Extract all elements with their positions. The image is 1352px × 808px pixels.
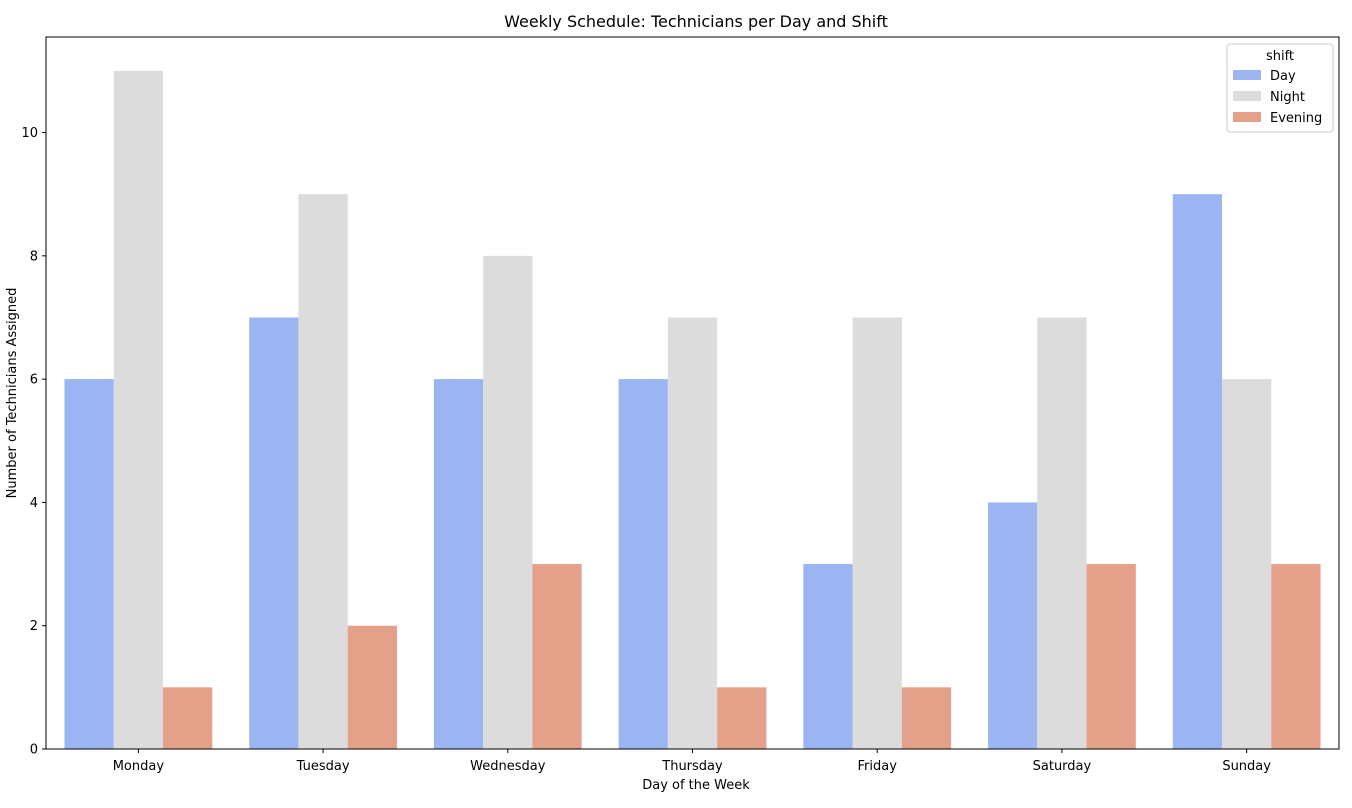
y-tick-label: 10 (21, 126, 38, 141)
x-tick-label: Monday (113, 759, 165, 774)
y-tick-label: 0 (30, 743, 38, 758)
bar-night-tuesday (298, 194, 348, 749)
legend-title: shift (1266, 49, 1294, 64)
bar-evening-wednesday (532, 564, 582, 749)
y-tick-label: 4 (30, 496, 38, 511)
x-tick-label: Wednesday (470, 759, 546, 774)
bar-day-wednesday (433, 379, 484, 749)
legend-swatch-day (1233, 70, 1261, 80)
y-axis-label: Number of Technicians Assigned (5, 288, 20, 499)
bar-night-friday (852, 317, 902, 749)
x-tick-label: Saturday (1033, 759, 1092, 774)
bar-day-monday (64, 379, 114, 749)
bar-day-sunday (1172, 194, 1223, 749)
bar-day-saturday (988, 502, 1038, 749)
legend-swatch-evening (1233, 112, 1261, 122)
bar-evening-monday (162, 687, 213, 749)
legend-label-night: Night (1270, 90, 1305, 105)
bar-evening-thursday (717, 687, 767, 749)
x-tick-label: Sunday (1222, 759, 1271, 774)
bar-night-thursday (667, 317, 718, 749)
bar-day-friday (803, 564, 853, 749)
bar-night-monday (113, 70, 163, 749)
x-tick-label: Friday (858, 759, 898, 774)
y-axis: 0 2 4 6 8 10 (21, 126, 46, 758)
legend-box (1226, 43, 1334, 133)
y-tick-label: 8 (30, 249, 38, 264)
y-tick-label: 6 (30, 373, 38, 388)
legend: shift Day Night Evening (1226, 43, 1334, 133)
chart-title: Weekly Schedule: Technicians per Day and… (504, 12, 888, 31)
legend-swatch-night (1233, 91, 1261, 101)
x-axis-label: Day of the Week (642, 778, 750, 793)
y-tick-label: 2 (30, 619, 38, 634)
bars-group (64, 70, 1321, 749)
bar-night-wednesday (483, 255, 533, 749)
x-tick-label: Thursday (661, 759, 723, 774)
x-axis: Monday Tuesday Wednesday Thursday Friday Satu… (113, 749, 1271, 774)
legend-label-day: Day (1270, 69, 1296, 84)
legend-label-evening: Evening (1270, 111, 1322, 126)
bar-night-sunday (1222, 379, 1272, 749)
bar-evening-friday (901, 687, 952, 749)
plot-frame (45, 36, 1340, 750)
bar-evening-tuesday (347, 625, 397, 749)
bar-day-tuesday (249, 317, 299, 749)
bar-night-saturday (1037, 317, 1087, 749)
bar-evening-saturday (1086, 564, 1136, 749)
x-tick-label: Tuesday (296, 759, 350, 774)
bar-evening-sunday (1271, 564, 1321, 749)
bar-day-thursday (618, 379, 668, 749)
